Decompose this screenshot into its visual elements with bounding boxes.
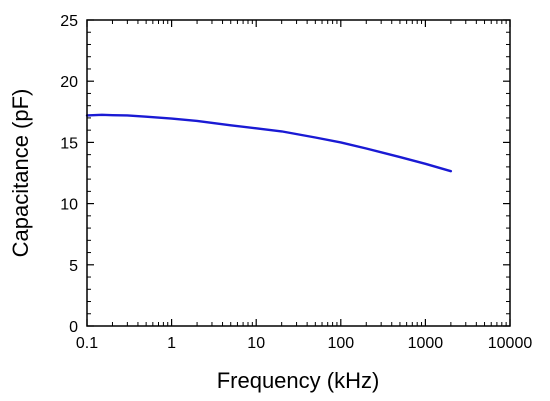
series-layer: [85, 113, 453, 173]
y-tick-label: 5: [69, 258, 78, 275]
x-tick-label: 0.1: [76, 335, 98, 352]
axis-ticks: [86, 19, 511, 327]
y-axis-label: Capacitance (pF): [8, 89, 33, 258]
x-tick-label: 1: [167, 335, 176, 352]
x-tick-label: 10000: [488, 335, 533, 352]
x-tick-label: 10: [247, 335, 265, 352]
capacitance-series-line: [85, 113, 453, 173]
y-tick-label: 10: [60, 197, 78, 214]
y-tick-label: 0: [69, 319, 78, 336]
tick-labels: 0.1 1 10 100 1000 10000 0 5 10 15 20 25: [60, 13, 532, 352]
x-tick-label: 100: [327, 335, 354, 352]
y-tick-label: 15: [60, 135, 78, 152]
y-tick-label: 20: [60, 74, 78, 91]
x-tick-label: 1000: [408, 335, 444, 352]
y-tick-label: 25: [60, 13, 78, 30]
plot-frame: [86, 19, 511, 327]
x-axis-label: Frequency (kHz): [217, 368, 380, 393]
